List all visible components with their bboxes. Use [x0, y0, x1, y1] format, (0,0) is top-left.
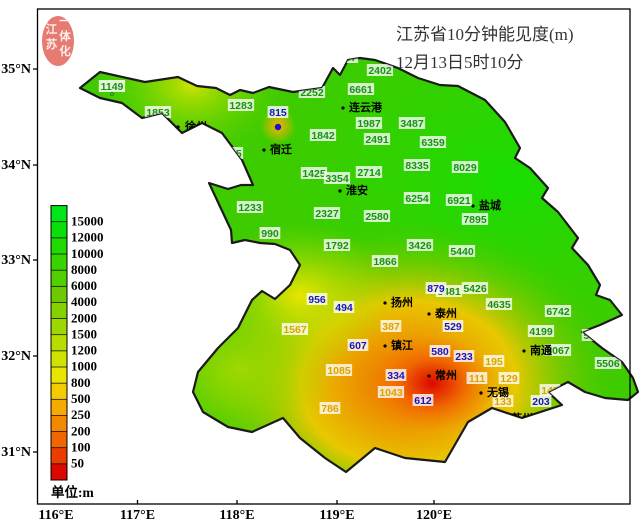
svg-text:一: 一 — [59, 16, 71, 28]
svg-text:苏: 苏 — [46, 37, 58, 51]
svg-text:江: 江 — [46, 22, 58, 36]
svg-text:化: 化 — [59, 44, 71, 58]
svg-text:体: 体 — [59, 29, 71, 43]
